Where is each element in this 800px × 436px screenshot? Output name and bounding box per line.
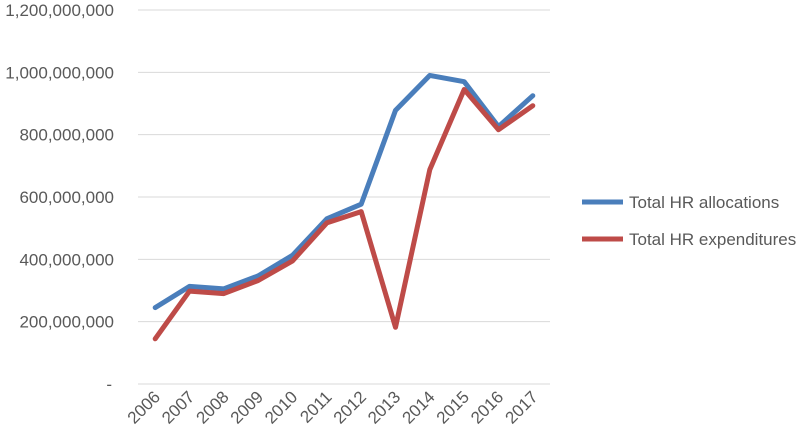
y-tick-label: 400,000,000 — [19, 250, 114, 269]
x-tick-label: 2015 — [433, 387, 473, 427]
x-tick-label: 2008 — [192, 387, 232, 427]
series-line-2 — [152, 87, 536, 342]
legend-label-1: Total HR allocations — [629, 193, 779, 212]
x-tick-label: 2017 — [501, 387, 541, 427]
series-lines — [152, 72, 536, 342]
x-tick-label: 2012 — [330, 387, 370, 427]
series-line-1 — [152, 72, 536, 311]
y-tick-label: 800,000,000 — [19, 126, 114, 145]
legend: Total HR allocations Total HR expenditure… — [582, 193, 796, 249]
x-tick-label: 2009 — [227, 387, 267, 427]
x-tick-label: 2010 — [261, 387, 301, 427]
x-tick-label: 2014 — [398, 387, 438, 427]
x-tick-label: 2016 — [467, 387, 507, 427]
x-tick-label: 2011 — [296, 387, 335, 426]
y-tick-label: - — [106, 375, 112, 394]
x-axis-tick-labels: 2006200720082009201020112012201320142015… — [124, 387, 542, 427]
y-tick-label: 600,000,000 — [19, 188, 114, 207]
x-tick-label: 2006 — [124, 387, 164, 427]
y-tick-label: 1,000,000,000 — [5, 63, 114, 82]
x-tick-label: 2007 — [158, 387, 198, 427]
gridlines — [138, 9, 550, 385]
y-tick-label: 1,200,000,000 — [5, 1, 114, 20]
x-tick-label: 2013 — [364, 387, 404, 427]
y-axis-tick-labels: - 200,000,000 400,000,000 600,000,000 800,00… — [5, 1, 114, 394]
legend-label-2: Total HR expenditures — [629, 230, 796, 249]
y-tick-label: 200,000,000 — [19, 313, 114, 332]
